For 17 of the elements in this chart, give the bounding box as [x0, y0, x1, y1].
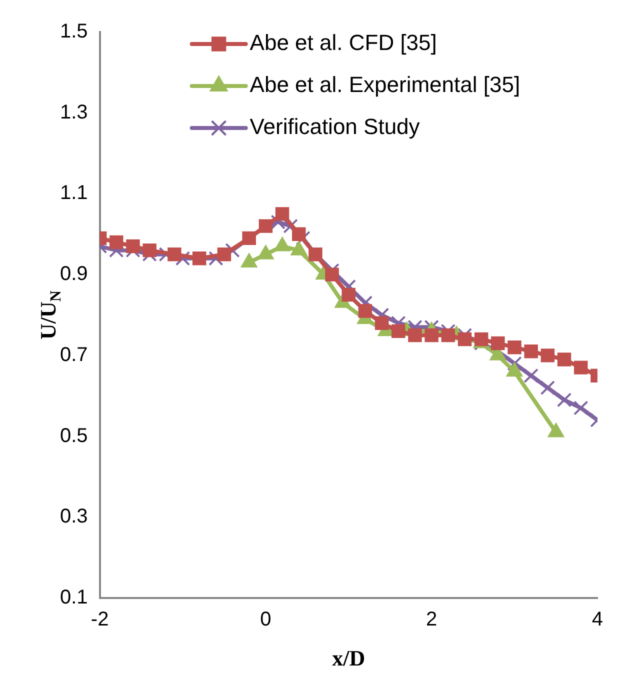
x-tick-label: 0: [260, 608, 272, 631]
legend-label: Abe et al. Experimental [35]: [250, 72, 520, 98]
y-tick-label: 0.3: [60, 506, 88, 528]
y-tick-label: 1.3: [60, 101, 88, 124]
x-tick-label: 2: [426, 608, 438, 631]
y-tick-label: 1.5: [60, 20, 88, 43]
y-tick-label: 0.9: [60, 263, 88, 286]
y-tick-label: 0.7: [60, 344, 88, 366]
x-tick-label: 4: [592, 608, 603, 631]
y-tick-label: 0.1: [60, 586, 88, 609]
y-axis-title: U/UN: [35, 290, 64, 340]
y-tick-label: 1.1: [60, 182, 88, 204]
legend-label: Abe et al. CFD [35]: [250, 30, 437, 56]
legend-label: Verification Study: [250, 114, 420, 140]
x-axis-title: x/D: [332, 646, 366, 671]
y-tick-label: 0.5: [60, 424, 88, 447]
x-tick-label: -2: [90, 608, 109, 631]
